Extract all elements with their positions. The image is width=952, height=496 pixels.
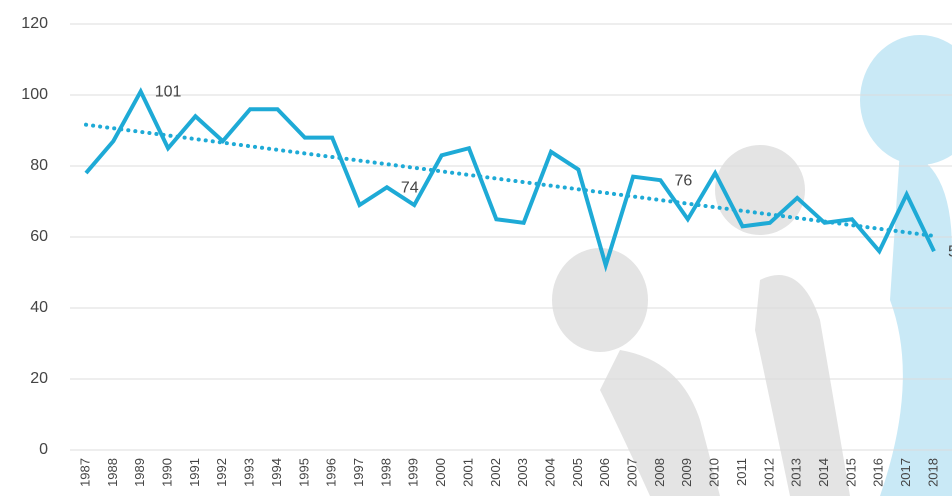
x-tick-label: 1991 — [187, 458, 202, 487]
x-tick-label: 1990 — [160, 458, 175, 487]
data-label: 76 — [674, 172, 692, 189]
x-tick-label: 2008 — [652, 458, 667, 487]
x-tick-label: 2003 — [515, 458, 530, 487]
x-tick-label: 2000 — [433, 458, 448, 487]
x-tick-label: 2001 — [460, 458, 475, 487]
data-label: 74 — [401, 180, 419, 197]
x-tick-label: 2010 — [707, 458, 722, 487]
y-tick-label: 120 — [21, 15, 48, 32]
x-tick-label: 2016 — [871, 458, 886, 487]
data-line — [84, 87, 936, 273]
y-tick-label: 20 — [30, 370, 48, 387]
y-tick-label: 100 — [21, 86, 48, 103]
y-tick-label: 60 — [30, 228, 48, 245]
background-art — [552, 35, 952, 496]
x-tick-label: 1996 — [324, 458, 339, 487]
x-tick-label: 1992 — [214, 458, 229, 487]
x-tick-label: 1987 — [77, 458, 92, 487]
x-tick-label: 2014 — [816, 458, 831, 487]
x-tick-label: 2004 — [542, 458, 557, 487]
x-tick-label: 2005 — [570, 458, 585, 487]
data-label: 56 — [948, 243, 952, 260]
x-tick-label: 2013 — [789, 458, 804, 487]
x-tick-label: 2011 — [734, 458, 749, 486]
y-tick-label: 80 — [30, 157, 48, 174]
x-tick-label: 1988 — [105, 458, 120, 487]
x-tick-label: 2006 — [597, 458, 612, 487]
x-tick-label: 2018 — [925, 458, 940, 487]
x-tick-label: 1994 — [269, 458, 284, 487]
x-tick-label: 1998 — [378, 458, 393, 487]
x-tick-label: 2017 — [898, 458, 913, 487]
x-tick-label: 1995 — [296, 458, 311, 487]
x-tick-label: 1997 — [351, 458, 366, 487]
x-tick-label: 1999 — [406, 458, 421, 487]
x-tick-label: 2015 — [843, 458, 858, 487]
x-tick-label: 1993 — [242, 458, 257, 487]
x-tick-label: 2002 — [488, 458, 503, 487]
x-tick-label: 2007 — [625, 458, 640, 487]
x-tick-label: 2012 — [761, 458, 776, 487]
trendline — [84, 122, 936, 238]
y-tick-label: 0 — [39, 441, 48, 458]
x-tick-label: 2009 — [679, 458, 694, 487]
y-tick-label: 40 — [30, 299, 48, 316]
data-label: 101 — [155, 84, 182, 101]
x-tick-label: 1989 — [132, 458, 147, 487]
